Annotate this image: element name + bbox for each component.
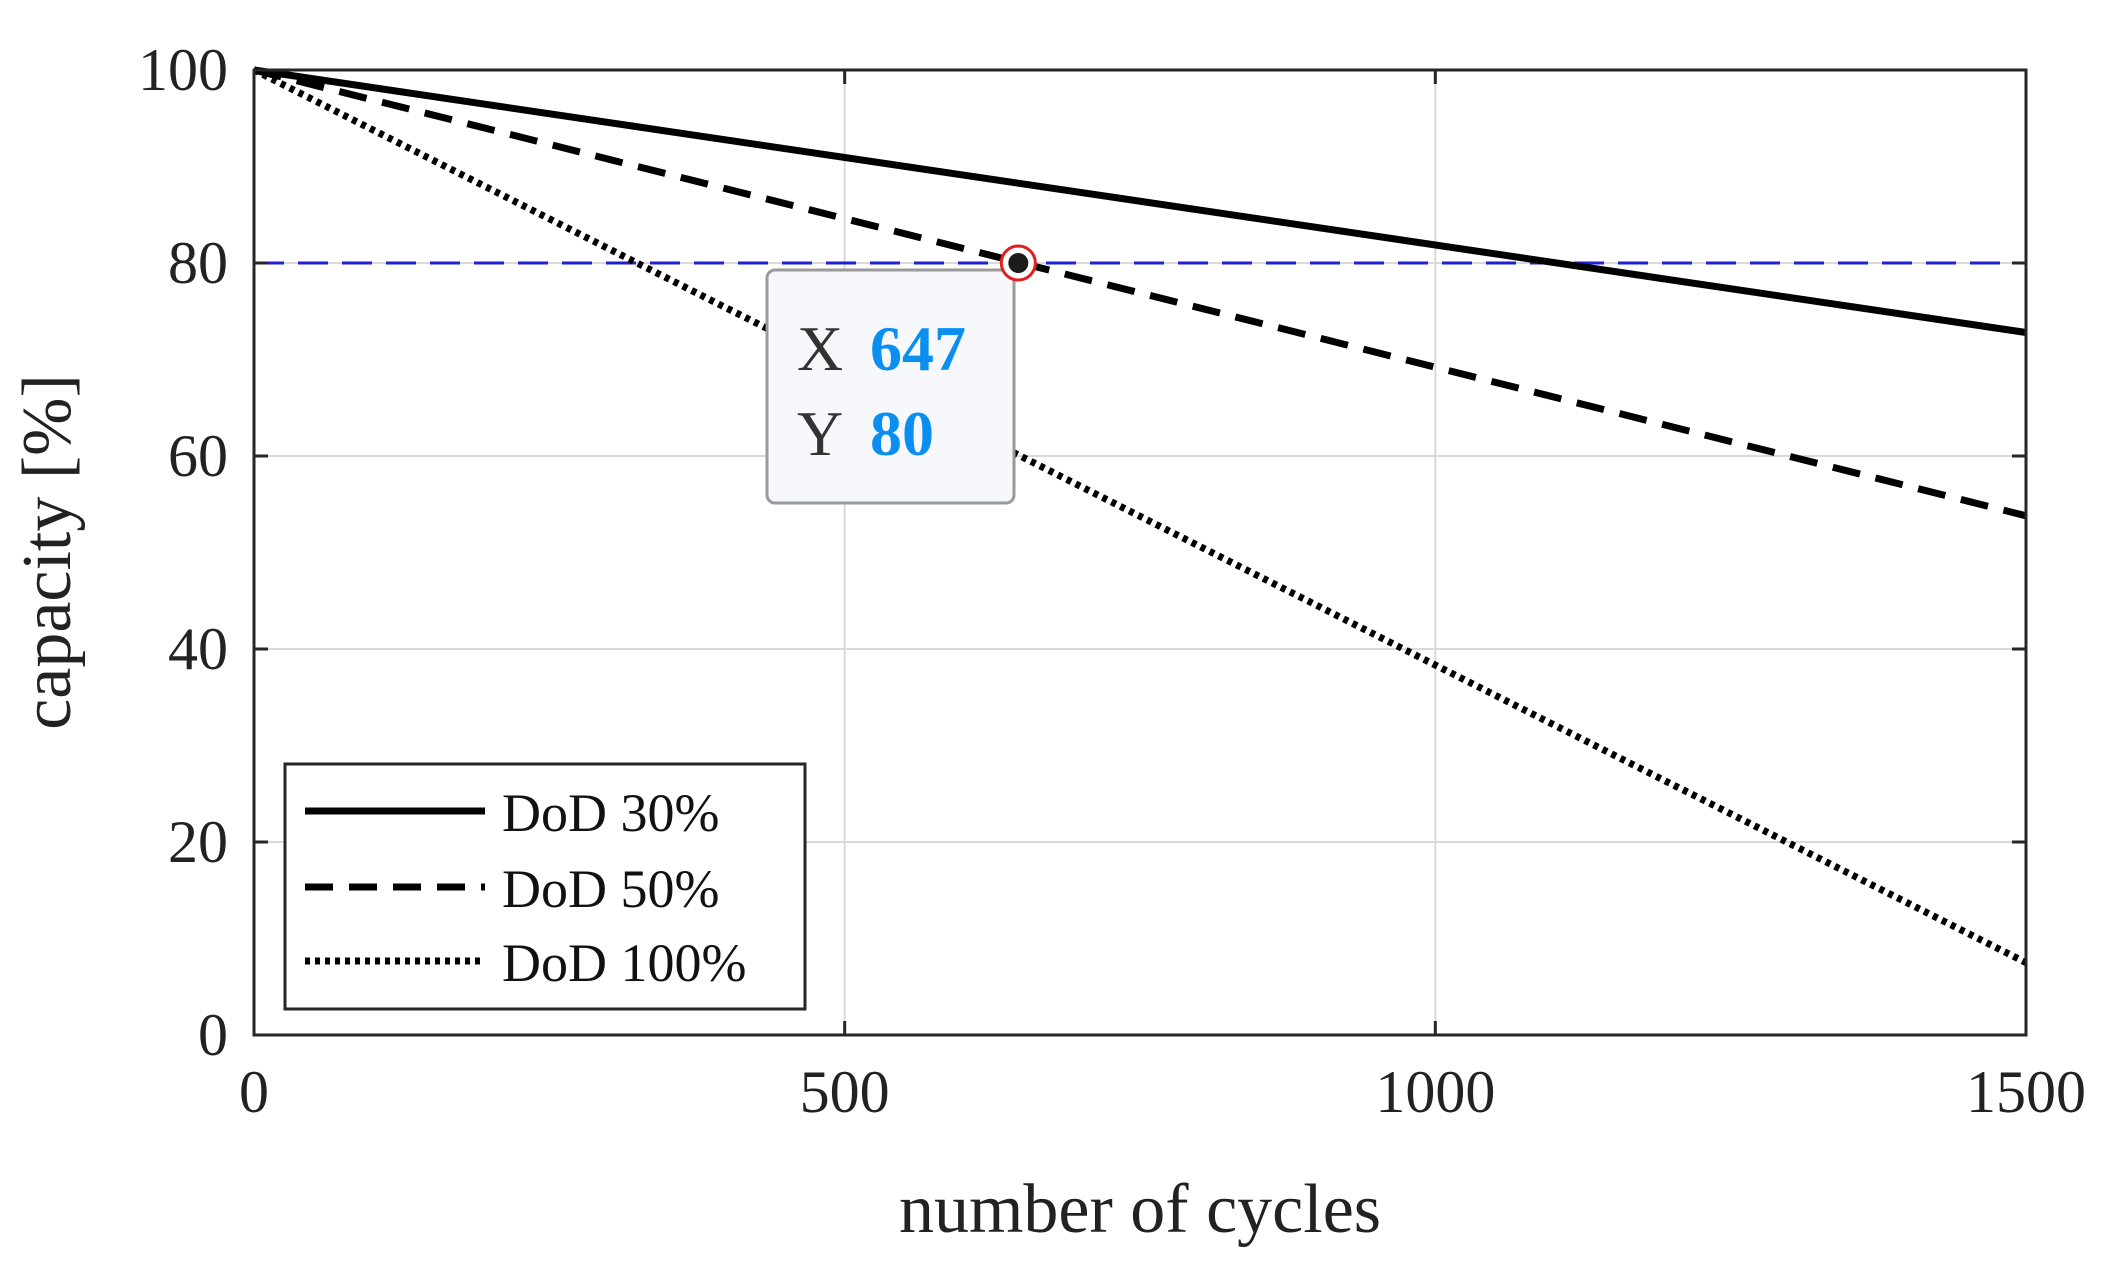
y-tick-label: 100 (138, 37, 228, 103)
datatip-x-label: X (797, 313, 843, 384)
legend-label-dod-30: DoD 30% (502, 783, 719, 843)
y-axis-title: capacity [%] (9, 374, 86, 730)
x-tick-label: 500 (800, 1059, 890, 1125)
datatip-y-label: Y (797, 398, 843, 469)
axis-ticks (252, 68, 2028, 1037)
x-tick-label: 0 (239, 1059, 269, 1125)
y-tick-label: 40 (168, 616, 228, 682)
datatip-marker[interactable] (1008, 253, 1029, 273)
y-tick-label: 60 (168, 423, 228, 489)
legend-label-dod-100: DoD 100% (502, 933, 746, 993)
series-layer (252, 66, 2028, 966)
datatip-x-value: 647 (870, 313, 966, 384)
datatip-box (765, 268, 1016, 505)
tick-labels: 0 500 1000 1500 0 20 40 60 80 100 (138, 37, 2086, 1125)
x-axis-title: number of cycles (899, 1171, 1381, 1248)
legend-label-dod-50: DoD 50% (502, 859, 719, 919)
y-tick-label: 0 (198, 1002, 228, 1068)
series-line-2 (253, 66, 2027, 520)
legend: DoD 30% DoD 50% DoD 100% (283, 762, 807, 1011)
series-line-3 (252, 66, 2028, 966)
plot-frame (252, 68, 2028, 1037)
y-tick-label: 80 (168, 230, 228, 296)
datatip[interactable]: X 647 Y 80 (765, 244, 1037, 505)
x-tick-label: 1000 (1375, 1059, 1495, 1125)
series-line-1 (253, 66, 2027, 336)
datatip-y-value: 80 (870, 398, 934, 469)
y-tick-label: 20 (168, 809, 228, 875)
x-tick-label: 1500 (1966, 1059, 2086, 1125)
